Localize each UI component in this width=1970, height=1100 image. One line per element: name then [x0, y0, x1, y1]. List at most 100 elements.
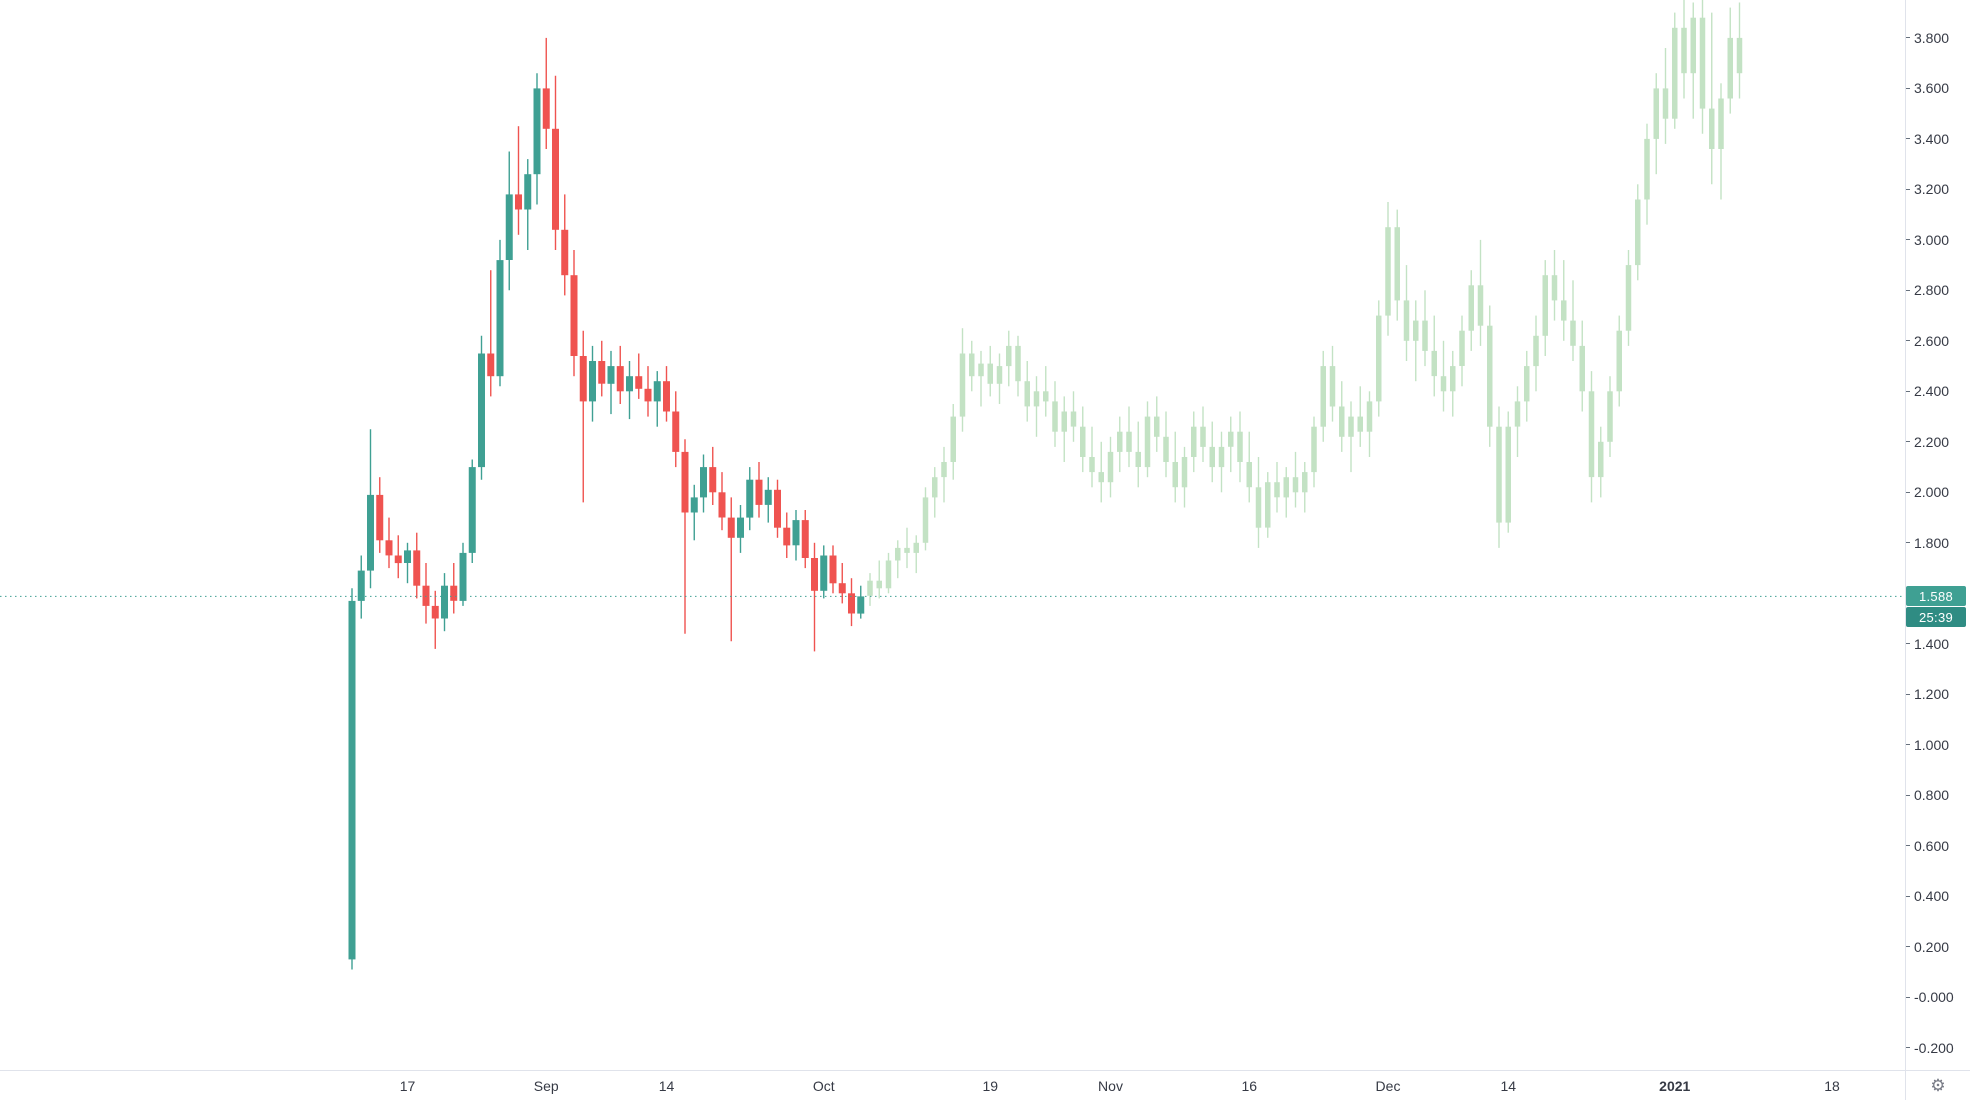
price-axis[interactable]: 1.588 25:39 3.800 3.600 3.400 3.200 3.000 2.8…	[1905, 0, 1970, 1070]
candle-faded	[1551, 250, 1558, 321]
candle-faded	[1117, 416, 1123, 473]
candle-faded	[867, 573, 873, 606]
candle-faded	[1394, 209, 1400, 321]
candle-faded	[1496, 406, 1502, 548]
candle	[404, 542, 411, 584]
candle	[367, 429, 374, 589]
candle-faded	[1376, 300, 1382, 417]
candle-faded	[1172, 431, 1178, 503]
candle-faded	[1727, 7, 1733, 114]
candle-faded	[1015, 335, 1021, 397]
price-axis-label: 2.200	[1906, 434, 1949, 450]
candle	[579, 330, 587, 503]
candle	[515, 126, 522, 235]
candle-faded	[1440, 340, 1447, 412]
candle	[376, 477, 384, 553]
candle	[820, 545, 828, 599]
time-axis-label: 17	[399, 1078, 416, 1094]
price-axis-label: 0.400	[1906, 888, 1949, 904]
price-axis-tick	[1906, 946, 1910, 948]
candle-faded	[1524, 350, 1530, 422]
candle-faded	[1052, 381, 1058, 447]
price-axis-label: 0.800	[1906, 787, 1949, 803]
axis-settings-gear-icon[interactable]: ⚙	[1930, 1076, 1946, 1095]
candle-faded	[1006, 330, 1012, 387]
candle-faded	[1385, 202, 1391, 336]
price-axis-tick	[1906, 239, 1910, 241]
candle	[357, 555, 365, 619]
price-axis-tick	[1906, 138, 1910, 140]
candle-faded	[1736, 2, 1743, 99]
candle	[626, 361, 633, 420]
candle	[681, 439, 689, 634]
candle-faded	[1181, 446, 1188, 508]
candle	[450, 563, 458, 614]
candle	[561, 194, 569, 296]
time-axis[interactable]: 17 Sep 14 Oct 19 Nov 16 Dec 14 2021 18	[0, 1070, 1905, 1100]
candle-faded	[1487, 305, 1493, 447]
candle-faded	[1366, 391, 1373, 457]
candle-faded	[1690, 2, 1696, 119]
price-axis-label: 1.200	[1906, 686, 1949, 702]
candle-faded	[1339, 381, 1345, 452]
price-axis-tick	[1906, 643, 1910, 645]
time-axis-label: Sep	[533, 1078, 559, 1094]
candle-faded	[913, 535, 919, 574]
price-axis-label: -0.000	[1906, 989, 1954, 1005]
candle-faded	[932, 467, 938, 518]
candle-faded	[1098, 441, 1104, 503]
time-axis-label: 19	[982, 1078, 999, 1094]
candle-faded	[1681, 0, 1687, 99]
candle-faded	[1228, 416, 1234, 473]
candle	[848, 578, 855, 627]
candle-faded	[1616, 315, 1622, 407]
candle-faded	[1080, 406, 1086, 473]
candle	[459, 542, 467, 606]
candle-faded	[1292, 451, 1299, 508]
candle	[709, 446, 717, 505]
candle-faded	[1672, 12, 1678, 129]
candle	[857, 585, 865, 619]
candle-faded	[1579, 320, 1585, 412]
price-axis-tick	[1906, 693, 1910, 695]
price-axis-tick	[1906, 441, 1910, 443]
candle-faded	[1209, 421, 1215, 483]
price-axis-tick	[1906, 542, 1910, 544]
candle-faded	[969, 340, 975, 392]
current-price-badge: 1.588	[1906, 586, 1966, 607]
axis-corner: ⚙	[1905, 1070, 1970, 1100]
time-axis-label: Dec	[1375, 1078, 1401, 1094]
candle-faded	[1061, 396, 1067, 462]
candle	[385, 517, 393, 569]
price-axis-label: 2.000	[1906, 484, 1949, 500]
candle-faded	[1588, 371, 1595, 503]
candle	[468, 459, 476, 563]
candle-faded	[1348, 401, 1354, 473]
candle-faded	[987, 345, 993, 397]
time-axis-label: 14	[658, 1078, 675, 1094]
candle-faded	[1477, 239, 1484, 346]
candlestick-chart-canvas[interactable]	[0, 0, 1905, 1070]
candle-faded	[1218, 431, 1225, 493]
candle	[542, 37, 550, 149]
candle	[755, 462, 763, 518]
candle-faded	[1154, 396, 1160, 452]
candle-faded	[876, 560, 882, 599]
price-axis-label: 3.000	[1906, 232, 1949, 248]
candle	[727, 497, 735, 642]
candle-faded	[1570, 280, 1576, 361]
price-axis-tick	[1906, 744, 1910, 746]
price-axis-label: 1.400	[1906, 636, 1949, 652]
candle-faded	[941, 446, 947, 503]
price-axis-label: 0.600	[1906, 838, 1949, 854]
candle-faded	[1644, 123, 1650, 225]
candle-faded	[1598, 426, 1604, 498]
candle	[801, 510, 809, 569]
candle	[348, 588, 356, 970]
candle-faded	[1135, 421, 1141, 488]
candle	[672, 391, 680, 468]
candle-faded	[1459, 315, 1465, 387]
time-axis-label: 14	[1500, 1078, 1517, 1094]
candle	[838, 563, 846, 604]
price-axis-label: 2.600	[1906, 333, 1949, 349]
